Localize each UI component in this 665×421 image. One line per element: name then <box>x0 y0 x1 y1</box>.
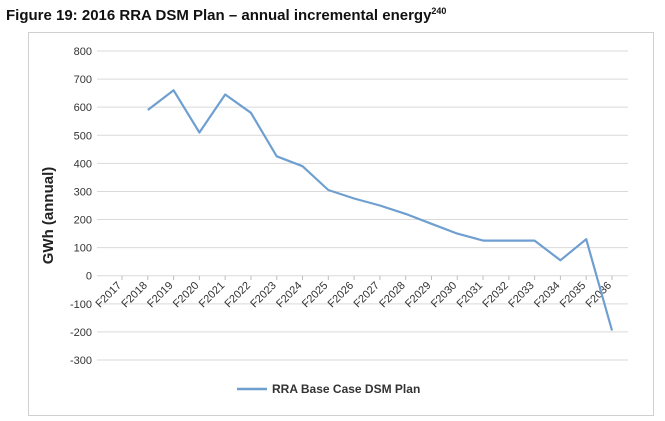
legend-label: RRA Base Case DSM Plan <box>272 382 420 396</box>
x-tick-label: F2031 <box>455 280 486 311</box>
y-tick-label: -200 <box>70 327 92 339</box>
y-tick-label: 700 <box>74 74 92 86</box>
x-tick-label: F2017 <box>94 280 125 311</box>
x-tick-label: F2021 <box>197 280 228 311</box>
x-tick-label: F2022 <box>223 280 254 311</box>
x-tick-label: F2029 <box>403 280 434 311</box>
y-tick-label: 800 <box>74 46 92 58</box>
x-tick-label: F2026 <box>326 280 357 311</box>
x-tick-label: F2034 <box>532 280 563 311</box>
series-line <box>147 89 614 331</box>
y-tick-label: -100 <box>70 299 92 311</box>
x-tick-label: F2024 <box>274 280 305 311</box>
y-tick-label: 100 <box>74 243 92 255</box>
y-tick-label: 400 <box>74 158 92 170</box>
x-axis-ticks: F2017F2018F2019F2020F2021F2022F2023F2024… <box>94 276 614 311</box>
y-tick-label: 500 <box>74 130 92 142</box>
x-tick-label: F2030 <box>429 280 460 311</box>
x-tick-label: F2035 <box>558 280 589 311</box>
x-tick-label: F2019 <box>145 280 176 311</box>
x-tick-label: F2027 <box>351 280 382 311</box>
y-axis-label: GWh (annual) <box>40 167 57 265</box>
x-tick-label: F2020 <box>171 280 202 311</box>
chart-frame <box>28 32 654 416</box>
figure-title-text: Figure 19: 2016 RRA DSM Plan – annual in… <box>6 7 432 24</box>
x-tick-label: F2033 <box>506 280 537 311</box>
y-tick-label: 0 <box>86 271 92 283</box>
x-tick-label: F2028 <box>377 280 408 311</box>
y-tick-label: 600 <box>74 102 92 114</box>
y-tick-label: -300 <box>70 355 92 367</box>
x-tick-label: F2023 <box>248 280 279 311</box>
x-tick-label: F2018 <box>119 280 150 311</box>
x-tick-label: F2025 <box>300 280 331 311</box>
gridlines <box>97 50 628 361</box>
figure-title-footnote: 240 <box>431 6 447 16</box>
y-tick-label: 200 <box>74 215 92 227</box>
figure-title: Figure 19: 2016 RRA DSM Plan – annual in… <box>6 6 446 24</box>
y-tick-label: 300 <box>74 186 92 198</box>
legend: RRA Base Case DSM Plan <box>237 382 420 396</box>
y-axis-ticks: 800 700 600 500 400 300 200 100 0 -100 -200 -300 <box>70 46 92 367</box>
x-tick-label: F2032 <box>480 280 511 311</box>
series-lines <box>147 89 614 331</box>
